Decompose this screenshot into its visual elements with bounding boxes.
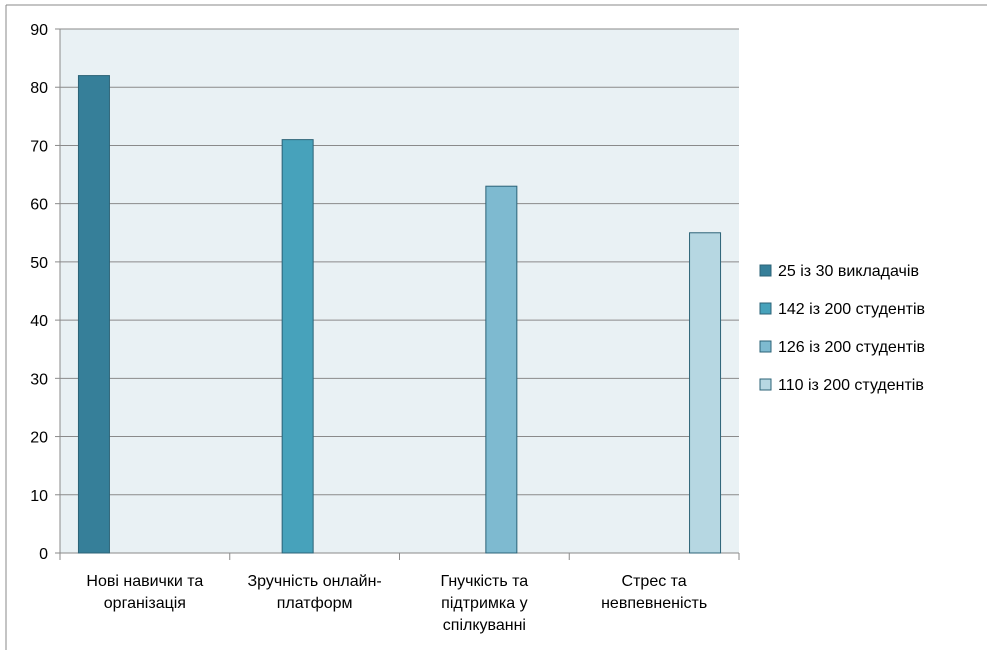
- legend-swatch: [759, 302, 772, 315]
- x-category-label: Стрес та невпевненість: [601, 573, 707, 612]
- bar[interactable]: [281, 139, 314, 554]
- y-tick-label: 40: [30, 313, 48, 330]
- legend-label: 25 із 30 викладачів: [778, 263, 919, 280]
- y-tick-label: 20: [30, 430, 48, 447]
- x-category-label-line: підтримка у: [441, 595, 527, 612]
- x-category-label-line: Зручність онлайн-: [247, 573, 381, 590]
- bar[interactable]: [689, 232, 722, 554]
- y-tick-label: 50: [30, 255, 48, 272]
- legend-label: 126 із 200 студентів: [778, 339, 925, 356]
- x-category-label: Зручність онлайн-платформ: [247, 573, 381, 612]
- bar[interactable]: [485, 185, 518, 554]
- y-tick-label: 0: [39, 546, 48, 563]
- y-tick-label: 10: [30, 488, 48, 505]
- legend-swatch: [759, 378, 772, 391]
- legend-swatch: [759, 340, 772, 353]
- plot-area: 0 10 20 30 40 50 60 70 80 90 Нові навички та органі…: [30, 22, 740, 634]
- bar[interactable]: [77, 75, 110, 554]
- legend: 25 із 30 викладачів 142 із 200 студентів 1…: [759, 263, 925, 394]
- x-category-label-line: Нові навички та: [86, 573, 203, 590]
- x-category-label-line: платформ: [277, 595, 353, 612]
- x-category-label-line: Гнучкість та: [441, 573, 529, 590]
- legend-label: 142 із 200 студентів: [778, 301, 925, 318]
- y-tick-label: 80: [30, 80, 48, 97]
- x-category-label-line: організація: [104, 595, 186, 612]
- plot-background: [60, 29, 739, 553]
- y-tick-label: 60: [30, 197, 48, 214]
- y-tick-label: 90: [30, 22, 48, 39]
- legend-swatch: [759, 264, 772, 277]
- x-category-label-line: спілкуванні: [443, 617, 526, 634]
- x-category-label: Нові навички та організація: [86, 573, 203, 612]
- y-tick-label: 70: [30, 138, 48, 155]
- x-category-label-line: Стрес та: [622, 573, 687, 590]
- x-category-label: Гнучкість та підтримка у спілкуванні: [441, 573, 529, 634]
- legend-label: 110 із 200 студентів: [778, 377, 924, 394]
- y-tick-label: 30: [30, 371, 48, 388]
- x-category-label-line: невпевненість: [601, 595, 707, 612]
